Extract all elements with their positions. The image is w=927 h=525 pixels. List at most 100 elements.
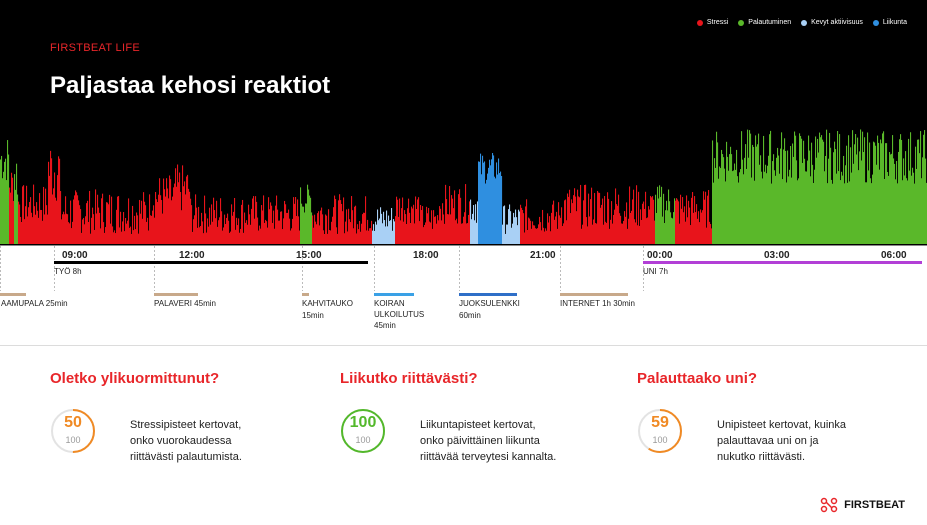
activity-bar	[540, 222, 542, 244]
activity-bar	[383, 211, 385, 244]
activity-bar	[161, 200, 163, 244]
activity-bar	[266, 221, 268, 244]
activity-bar	[731, 154, 733, 244]
activity-bar	[531, 228, 533, 244]
activity-bar	[517, 225, 519, 244]
activity-bar	[554, 219, 556, 244]
event-label: KAHVITAUKO	[302, 299, 353, 308]
activity-bar	[131, 233, 133, 244]
activity-bar	[545, 228, 547, 244]
activity-bar	[888, 175, 890, 244]
activity-bar	[875, 145, 877, 244]
activity-bar	[758, 133, 760, 244]
activity-bar	[422, 206, 424, 244]
activity-bar	[169, 175, 171, 244]
activity-bar	[456, 218, 458, 244]
activity-bar	[184, 181, 186, 244]
activity-bar	[621, 223, 623, 244]
activity-bar	[607, 192, 609, 244]
event-label: AAMUPALA 25min	[1, 299, 68, 308]
activity-bar	[263, 195, 265, 244]
activity-bar	[810, 176, 812, 244]
activity-bar	[904, 175, 906, 244]
activity-bar	[93, 214, 95, 244]
activity-bar	[491, 159, 493, 244]
activity-bar	[326, 215, 328, 244]
activity-bar	[774, 170, 776, 244]
activity-bar	[788, 176, 790, 244]
activity-bar	[332, 216, 334, 244]
activity-bar	[248, 204, 250, 244]
activity-bar	[299, 230, 301, 244]
activity-bar	[537, 228, 539, 244]
activity-bar	[500, 171, 502, 244]
activity-bar	[612, 223, 614, 244]
activity-bar	[596, 223, 598, 244]
activity-bar	[808, 135, 810, 244]
activity-bar	[687, 217, 689, 244]
activity-bar	[414, 223, 416, 244]
activity-bar	[593, 219, 595, 244]
activity-bar	[423, 227, 425, 244]
gauge-max: 100	[652, 435, 668, 445]
activity-bar	[481, 174, 483, 244]
activity-bar	[413, 204, 415, 244]
activity-bar	[722, 154, 724, 244]
activity-bar	[239, 232, 241, 244]
activity-bar	[273, 210, 275, 244]
activity-bar	[759, 164, 761, 244]
activity-bar	[204, 195, 206, 244]
activity-bar	[681, 208, 683, 244]
activity-bar	[522, 209, 524, 244]
activity-bar	[311, 212, 313, 244]
activity-bar	[32, 217, 34, 244]
activity-bar	[693, 212, 695, 244]
activity-bar	[583, 200, 585, 244]
activity-bar	[672, 218, 674, 244]
activity-bar	[81, 232, 83, 244]
activity-bar	[546, 230, 548, 244]
activity-bar	[558, 202, 560, 244]
activity-bar	[555, 216, 557, 244]
activity-bar	[740, 169, 742, 244]
legend: Stressi Palautuminen Kevyt aktiivisuus L…	[696, 19, 907, 26]
activity-bar	[28, 207, 30, 244]
activity-bar	[89, 190, 91, 244]
activity-bar	[747, 129, 749, 244]
activity-bar	[725, 181, 727, 244]
activity-bar	[910, 132, 912, 244]
activity-bar	[739, 172, 741, 244]
activity-bar	[143, 192, 145, 244]
activity-bar	[872, 174, 874, 244]
activity-bar	[633, 189, 635, 244]
activity-bar	[772, 161, 774, 244]
activity-bar	[439, 206, 441, 244]
activity-bar	[885, 143, 887, 244]
stress-gauge: 50 100	[50, 408, 96, 454]
activity-bar	[354, 206, 356, 244]
activity-bar	[639, 225, 641, 244]
activity-bar	[170, 179, 172, 244]
activity-bar	[105, 227, 107, 244]
activity-bar	[12, 177, 14, 244]
activity-bar	[357, 224, 359, 244]
activity-bar	[319, 225, 321, 244]
activity-bar	[240, 228, 242, 244]
activity-bar	[160, 195, 162, 244]
activity-bar	[374, 230, 376, 244]
activity-bar	[333, 207, 335, 244]
activity-bar	[415, 196, 417, 244]
activity-gauge: 100 100	[340, 408, 386, 454]
activity-bar	[334, 195, 336, 244]
activity-bar	[400, 220, 402, 244]
activity-bar	[450, 214, 452, 244]
activity-bar	[426, 206, 428, 244]
activity-bar	[34, 206, 36, 244]
activity-bar	[911, 175, 913, 244]
activity-bar	[237, 225, 239, 244]
activity-bar	[836, 173, 838, 244]
activity-bar	[86, 203, 88, 244]
activity-bar	[448, 214, 450, 244]
activity-bar	[342, 211, 344, 244]
activity-bar	[151, 215, 153, 244]
